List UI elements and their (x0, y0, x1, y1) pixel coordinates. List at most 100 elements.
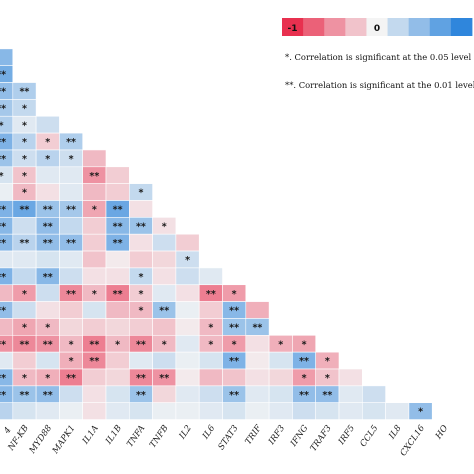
heatmap-cell (292, 402, 316, 420)
significance-mark: * (22, 154, 27, 165)
heatmap-cell (12, 351, 37, 370)
heatmap-cell (12, 217, 37, 235)
significance-mark: * (22, 171, 27, 182)
heatmap-cell (245, 334, 270, 353)
significance-mark: ** (43, 221, 53, 232)
heatmap-cell (35, 166, 60, 184)
heatmap-cell (12, 301, 37, 319)
heatmap-cell (408, 402, 433, 420)
heatmap-cell (222, 402, 247, 420)
heatmap-cell (385, 402, 410, 420)
heatmap-cell (198, 402, 223, 420)
significance-mark: * (185, 255, 190, 266)
heatmap-cell (175, 368, 200, 387)
heatmap-cell (105, 250, 130, 269)
significance-mark: ** (19, 87, 29, 98)
heatmap-cell (82, 402, 107, 420)
heatmap-cell (175, 334, 200, 353)
significance-mark: ** (113, 221, 123, 232)
significance-mark: ** (136, 373, 146, 384)
legend-swatch (450, 18, 473, 36)
significance-mark: * (208, 339, 213, 350)
legend-swatch (345, 18, 367, 36)
heatmap-cell (245, 301, 270, 319)
heatmap-cell (0, 183, 14, 201)
heatmap-cell (105, 267, 130, 286)
significance-mark: * (0, 120, 4, 131)
heatmap-cell (0, 351, 14, 370)
heatmap-cell (152, 318, 177, 336)
heatmap-cell (152, 351, 177, 370)
significance-mark: ** (299, 356, 309, 367)
significance-mark: ** (229, 322, 239, 333)
legend-swatch (282, 18, 304, 36)
heatmap-cell (12, 402, 37, 420)
legend-swatch (303, 18, 325, 36)
legend-swatch (408, 18, 431, 36)
x-axis-label: IL1B (103, 424, 124, 447)
legend-swatch (429, 18, 452, 36)
significance-mark: ** (206, 289, 216, 300)
heatmap-cell (59, 183, 84, 201)
significance-mark: * (22, 373, 27, 384)
heatmap-cell (338, 368, 363, 387)
significance-mark: ** (43, 205, 53, 216)
significance-mark: ** (66, 205, 76, 216)
heatmap-cell (198, 351, 223, 370)
significance-mark: * (92, 205, 97, 216)
significance-mark: ** (0, 339, 6, 350)
heatmap-cell (198, 301, 223, 319)
heatmap-cell (245, 368, 270, 387)
significance-mark: ** (66, 289, 76, 300)
x-axis-label: TRIF (243, 423, 264, 447)
heatmap-cell (175, 284, 200, 302)
heatmap-cell (82, 183, 107, 201)
heatmap-cell (268, 402, 293, 420)
significance-mark: * (232, 289, 237, 300)
significance-mark: * (45, 154, 50, 165)
x-axis-label: CXCL16 (399, 423, 428, 458)
heatmap-cell (152, 267, 177, 286)
x-axis-label: IL6 (200, 423, 217, 442)
heatmap-cell (105, 402, 130, 420)
heatmap-cell (82, 267, 107, 286)
heatmap-cell (12, 267, 37, 286)
significance-mark: ** (0, 205, 6, 216)
significance-mark: ** (136, 390, 146, 401)
significance-mark: * (278, 339, 283, 350)
significance-mark: * (115, 339, 120, 350)
significance-mark: ** (113, 238, 123, 249)
heatmap-cell (152, 385, 177, 404)
significance-mark: * (162, 339, 167, 350)
x-axis-label: IL8 (387, 423, 404, 442)
significance-mark: * (69, 356, 74, 367)
significance-mark: ** (19, 339, 29, 350)
heatmap-cell (82, 318, 107, 336)
heatmap-cell (175, 402, 200, 420)
x-axis-label: STAT3 (216, 424, 240, 452)
heatmap-cell (0, 48, 14, 66)
heatmap-cell (152, 233, 177, 252)
heatmap-cell (245, 385, 270, 404)
heatmap-cell (129, 318, 153, 336)
x-axis-label: TNFB (148, 424, 171, 450)
legend-swatch (366, 18, 388, 36)
heatmap-cell (105, 385, 130, 404)
significance-mark: ** (299, 390, 309, 401)
significance-mark: ** (89, 339, 99, 350)
heatmap-cell (198, 385, 223, 404)
heatmap-cell (338, 385, 363, 404)
heatmap-cell (59, 267, 84, 286)
significance-mark: * (22, 188, 27, 199)
heatmap-cell (152, 250, 177, 269)
significance-mark: ** (0, 390, 6, 401)
heatmap-cell (129, 200, 153, 218)
heatmap-cell (129, 351, 153, 370)
significance-mark: * (69, 154, 74, 165)
heatmap-cell (268, 368, 293, 387)
heatmap-cell (82, 385, 107, 404)
significance-mark: ** (43, 390, 53, 401)
heatmap-cell (105, 318, 130, 336)
significance-mark: ** (66, 137, 76, 148)
heatmap-cell (222, 368, 247, 387)
